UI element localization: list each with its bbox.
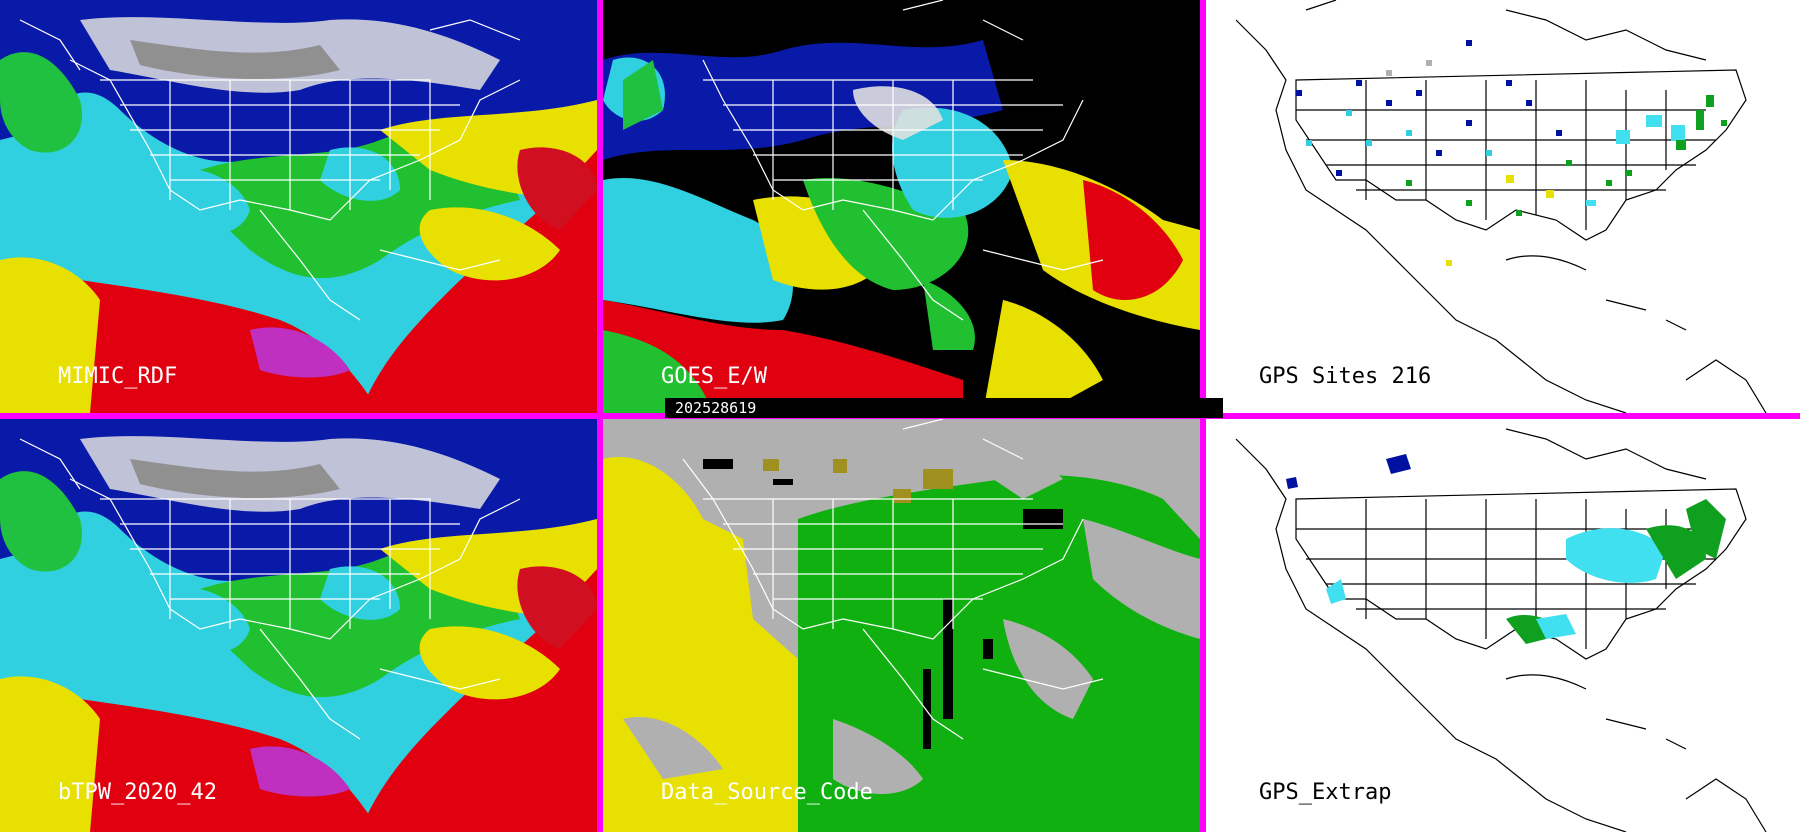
data-source-map — [603, 419, 1200, 832]
gps-sites-map — [1206, 0, 1800, 413]
tpw-map — [0, 0, 597, 413]
panel-label: GPS Sites 216 — [1259, 364, 1431, 389]
goes-map — [603, 0, 1200, 413]
panel-label: GPS_Extrap — [1259, 780, 1392, 805]
panel-btpw[interactable]: bTPW_2020_42 — [0, 419, 597, 832]
btpw-map — [0, 419, 597, 832]
panel-goes-ew[interactable]: GOES_E/W — [603, 0, 1200, 413]
gps-extrap-areas — [1286, 454, 1726, 644]
gps-sites-count: 216 — [1391, 364, 1432, 389]
panel-label: bTPW_2020_42 — [58, 780, 217, 805]
panel-gps-sites[interactable]: GPS Sites 216 — [1206, 0, 1800, 413]
panel-gps-extrap[interactable]: GPS_Extrap — [1206, 419, 1800, 832]
panel-label: MIMIC_RDF — [58, 364, 178, 389]
timestamp-bar: 202528619 — [665, 398, 1223, 418]
panel-label: GOES_E/W — [661, 364, 767, 389]
panel-label: Data_Source_Code — [661, 780, 873, 805]
panel-mimic-rdf[interactable]: MIMIC_RDF — [0, 0, 597, 413]
gps-extrap-map — [1206, 419, 1800, 832]
gps-sites-label: GPS Sites — [1259, 364, 1379, 389]
panel-data-source-code[interactable]: Data_Source_Code — [603, 419, 1200, 832]
gps-site-markers — [1296, 40, 1727, 266]
